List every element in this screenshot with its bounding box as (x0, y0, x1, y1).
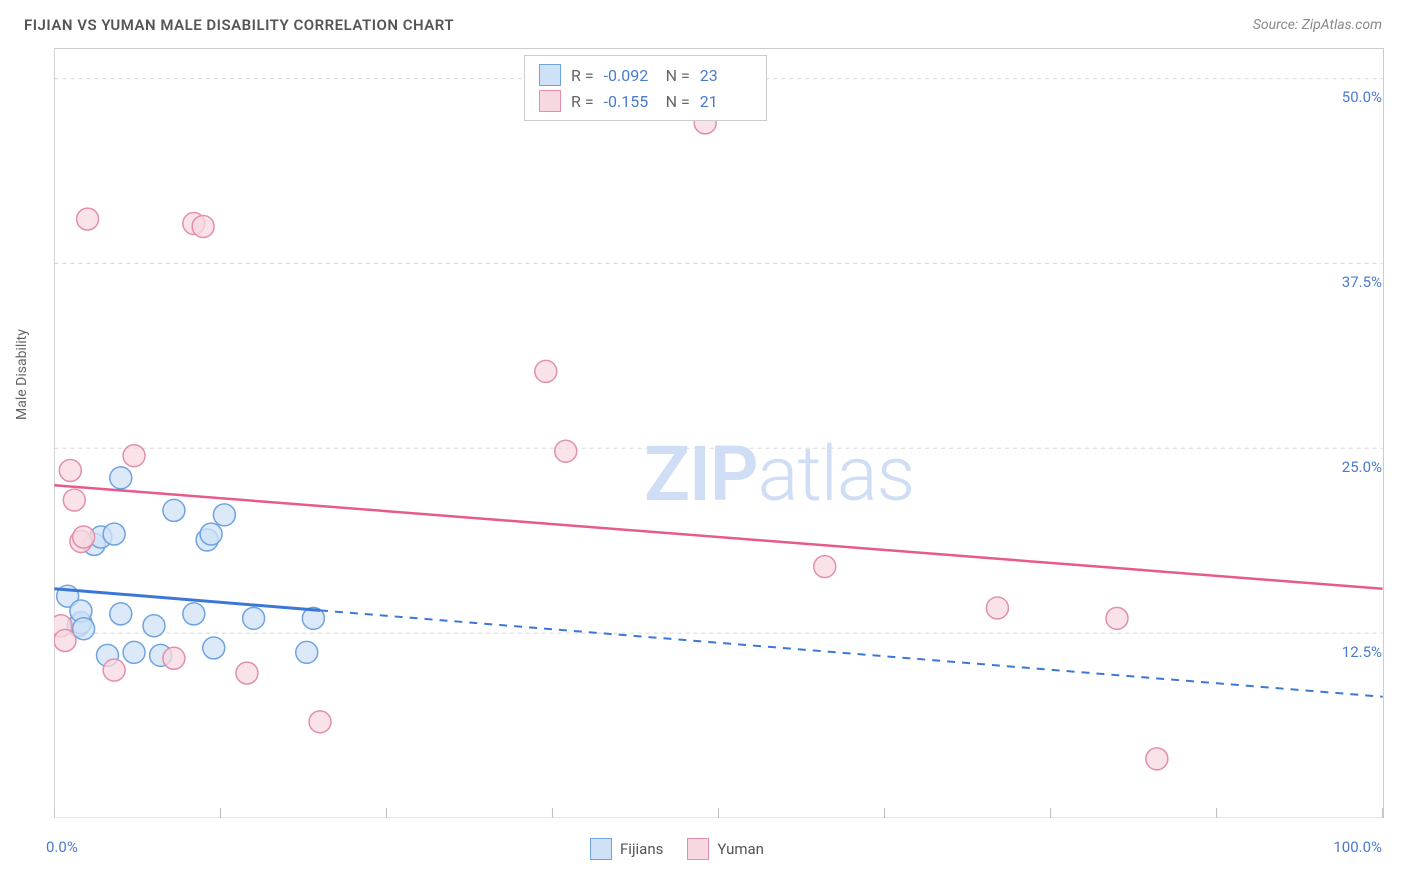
x-tick-label-right: 100.0% (1333, 838, 1382, 856)
y-tick-label: 37.5% (1342, 273, 1382, 291)
swatch-fijians (539, 64, 561, 86)
y-axis-label: Male Disability (14, 329, 30, 420)
chart-title: FIJIAN VS YUMAN MALE DISABILITY CORRELAT… (24, 16, 454, 34)
y-tick-label: 12.5% (1342, 643, 1382, 661)
r-value-yuman: -0.155 (604, 92, 656, 111)
source-label: Source: ZipAtlas.com (1253, 17, 1382, 33)
legend-row-yuman: R = -0.155 N = 21 (539, 88, 752, 114)
n-value-fijians: 23 (700, 66, 752, 85)
y-tick-label: 50.0% (1342, 88, 1382, 106)
scatter-plot-svg (54, 49, 1383, 818)
y-tick-label: 25.0% (1342, 458, 1382, 476)
correlation-legend: R = -0.092 N = 23 R = -0.155 N = 21 (524, 55, 767, 121)
bottom-legend: Fijians Yuman (590, 838, 764, 860)
n-value-yuman: 21 (700, 92, 752, 111)
swatch-icon (590, 838, 612, 860)
chart-area: ZIPatlas R = -0.092 N = 23 R = -0.155 N … (54, 48, 1384, 818)
header: FIJIAN VS YUMAN MALE DISABILITY CORRELAT… (0, 0, 1406, 34)
swatch-icon (687, 838, 709, 860)
x-tick-label-left: 0.0% (46, 838, 78, 856)
r-value-fijians: -0.092 (604, 66, 656, 85)
legend-item-yuman: Yuman (687, 838, 764, 860)
legend-item-fijians: Fijians (590, 838, 663, 860)
legend-row-fijians: R = -0.092 N = 23 (539, 62, 752, 88)
swatch-yuman (539, 90, 561, 112)
